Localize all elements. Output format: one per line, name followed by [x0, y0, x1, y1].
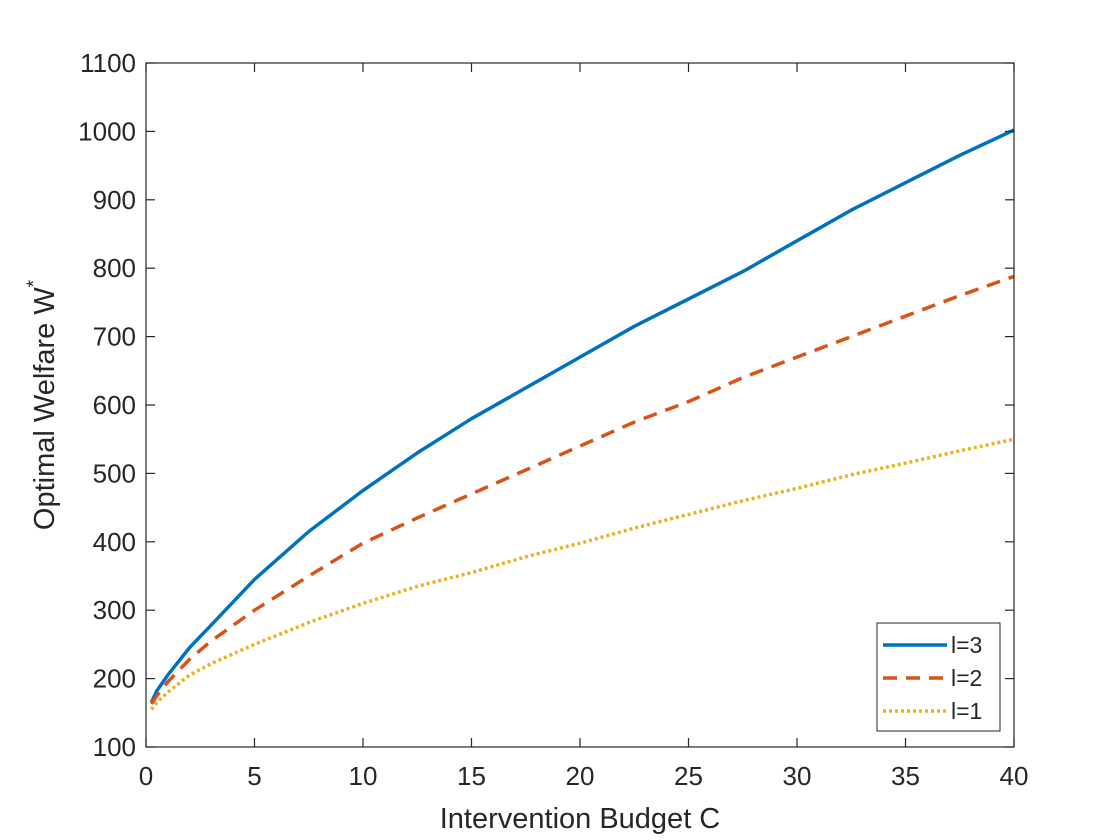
series-line-l=1 — [150, 437, 1015, 711]
series-line-l=3 — [149, 128, 1015, 704]
legend: l=3 l=2 l=1 — [876, 622, 1001, 732]
y-tick-label: 700 — [93, 322, 136, 352]
y-axis-label: Optimal Welfare W* — [24, 279, 61, 530]
y-tick-label: 1100 — [80, 48, 136, 78]
y-tick-label: 800 — [93, 253, 136, 283]
y-axis-label-text: Optimal Welfare W — [29, 287, 61, 530]
y-tick-label: 1000 — [78, 116, 136, 146]
x-axis-label: Intervention Budget C — [440, 803, 721, 835]
series-line-l=2 — [149, 274, 1015, 705]
x-tick-label: 10 — [349, 761, 378, 791]
y-tick-label: 100 — [93, 732, 136, 762]
legend-label: l=1 — [951, 698, 982, 724]
y-tick-label: 200 — [93, 664, 136, 694]
y-tick-label: 900 — [93, 185, 136, 215]
x-tick-label: 20 — [566, 761, 595, 791]
x-tick-label: 30 — [783, 761, 812, 791]
x-tick-label: 25 — [674, 761, 703, 791]
x-tick-label: 5 — [247, 761, 261, 791]
y-axis-label-superscript: * — [24, 279, 45, 287]
x-tick-label: 40 — [1000, 761, 1029, 791]
y-tick-label: 500 — [93, 458, 136, 488]
x-tick-label: 35 — [891, 761, 920, 791]
y-tick-label: 400 — [93, 527, 136, 557]
tick-layer: 0 5 10 15 20 25 30 35 40 100 200 300 400 500 600 700 800… — [78, 48, 1028, 791]
x-tick-label: 0 — [139, 761, 153, 791]
legend-label: l=2 — [951, 665, 982, 691]
legend-label: l=3 — [951, 632, 982, 658]
series-layer — [149, 128, 1015, 711]
x-tick-label: 15 — [457, 761, 486, 791]
y-tick-label: 600 — [93, 390, 136, 420]
y-tick-label: 300 — [93, 595, 136, 625]
